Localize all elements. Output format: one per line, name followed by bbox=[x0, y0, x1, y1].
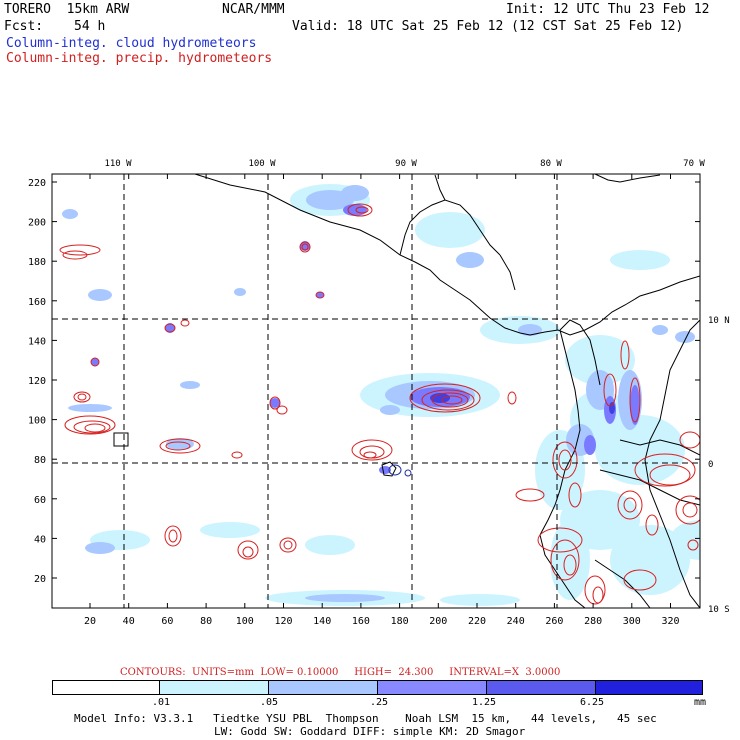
colorbar-label-4: 6.25 bbox=[580, 697, 604, 708]
physics-info: LW: Godd SW: Goddard DIFF: simple KM: 2D… bbox=[214, 725, 525, 738]
x-tick-label: 280 bbox=[584, 616, 602, 627]
colorbar-bin-4 bbox=[487, 681, 596, 694]
colorbar-bin-5 bbox=[596, 681, 702, 694]
x-tick-label: 100 bbox=[236, 616, 254, 627]
x-tick-label: 260 bbox=[545, 616, 563, 627]
lon-label: 90 W bbox=[395, 159, 417, 169]
lon-label: 100 W bbox=[248, 159, 276, 169]
small-island-contour bbox=[389, 465, 411, 476]
lat-label: 10 N bbox=[708, 316, 730, 326]
y-tick-label: 100 bbox=[28, 416, 46, 427]
colorbar bbox=[52, 680, 703, 695]
y-tick-label: 200 bbox=[28, 218, 46, 229]
colorbar-bin-3 bbox=[378, 681, 487, 694]
model-info: Model Info: V3.3.1 Tiedtke YSU PBL Thomp… bbox=[74, 712, 657, 725]
x-tick-label: 140 bbox=[313, 616, 331, 627]
x-tick-label: 300 bbox=[623, 616, 641, 627]
x-tick-label: 40 bbox=[123, 616, 135, 627]
y-tick-label: 180 bbox=[28, 257, 46, 268]
x-tick-label: 240 bbox=[507, 616, 525, 627]
colorbar-label-0: .01 bbox=[152, 697, 170, 708]
y-tick-label: 120 bbox=[28, 376, 46, 387]
contour-info: CONTOURS: UNITS=mm LOW= 0.10000 HIGH= 24… bbox=[120, 666, 560, 680]
y-tick-label: 160 bbox=[28, 297, 46, 308]
x-tick-label: 200 bbox=[429, 616, 447, 627]
colorbar-label-2: .25 bbox=[370, 697, 388, 708]
colorbar-label-3: 1.25 bbox=[472, 697, 496, 708]
x-tick-label: 60 bbox=[161, 616, 173, 627]
y-tick-label: 40 bbox=[34, 534, 46, 545]
location-marker bbox=[114, 433, 128, 446]
x-tick-label: 80 bbox=[200, 616, 212, 627]
colorbar-label-1: .05 bbox=[260, 697, 278, 708]
colorbar-bin-1 bbox=[160, 681, 269, 694]
lat-label: 10 S bbox=[708, 605, 730, 615]
x-tick-label: 120 bbox=[274, 616, 292, 627]
colorbar-unit: mm bbox=[694, 697, 706, 708]
x-tick-label: 320 bbox=[661, 616, 679, 627]
colorbar-bin-0 bbox=[53, 681, 160, 694]
y-tick-label: 20 bbox=[34, 574, 46, 585]
weather-map: 110 W 100 W 90 W 80 W 70 W 10 N 0 10 S 220 200 180… bbox=[0, 0, 740, 740]
colorbar-bin-2 bbox=[269, 681, 378, 694]
x-tick-label: 160 bbox=[352, 616, 370, 627]
lat-label: 0 bbox=[708, 460, 713, 470]
lon-label: 70 W bbox=[683, 159, 705, 169]
x-tick-label: 180 bbox=[391, 616, 409, 627]
lon-label: 110 W bbox=[104, 159, 132, 169]
y-tick-label: 80 bbox=[34, 455, 46, 466]
lon-label: 80 W bbox=[540, 159, 562, 169]
x-tick-label: 20 bbox=[84, 616, 96, 627]
x-tick-label: 220 bbox=[468, 616, 486, 627]
y-tick-label: 140 bbox=[28, 336, 46, 347]
y-tick-label: 220 bbox=[28, 178, 46, 189]
y-tick-label: 60 bbox=[34, 495, 46, 506]
